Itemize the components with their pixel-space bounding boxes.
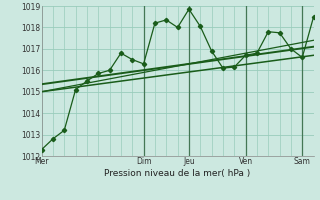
X-axis label: Pression niveau de la mer( hPa ): Pression niveau de la mer( hPa ): [104, 169, 251, 178]
